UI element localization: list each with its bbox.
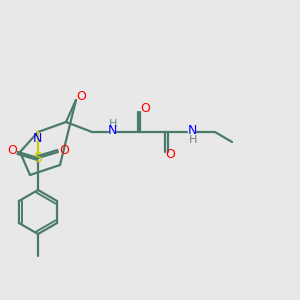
Text: O: O [140,103,150,116]
Text: H: H [189,135,197,145]
Text: O: O [76,91,86,103]
Text: O: O [59,143,69,157]
Text: N: N [187,124,197,137]
Text: O: O [165,148,175,161]
Text: N: N [107,124,117,137]
Text: H: H [109,119,117,129]
Text: S: S [34,151,42,165]
Text: O: O [7,143,17,157]
Text: N: N [32,131,42,145]
